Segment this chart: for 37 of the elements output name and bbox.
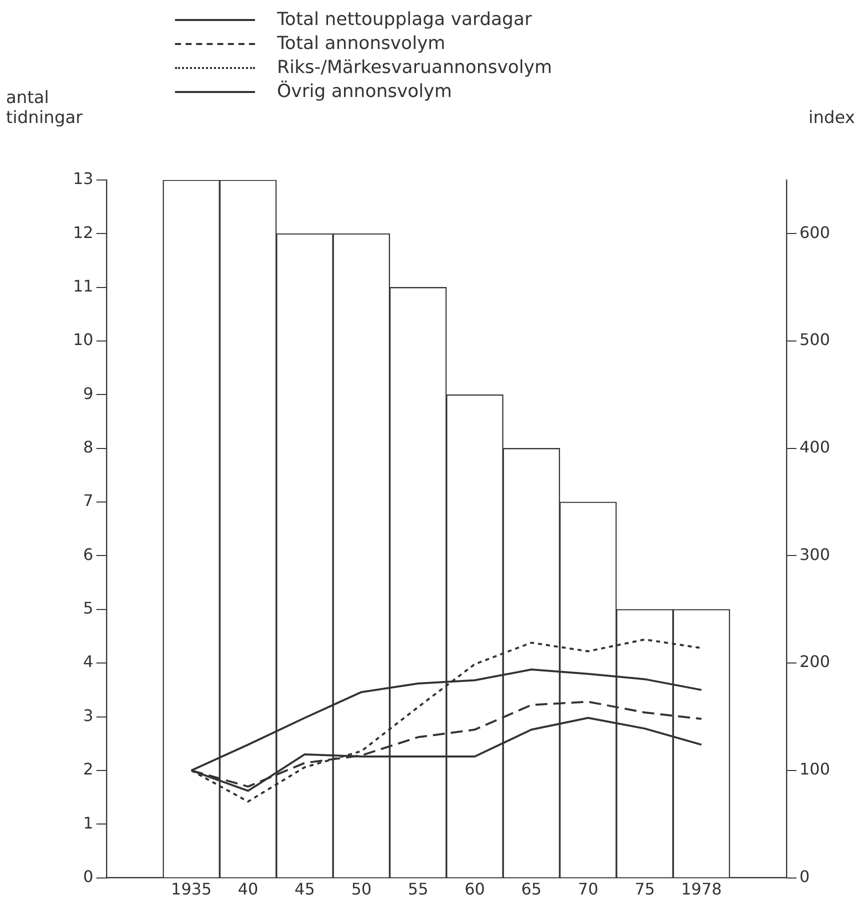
y-tick-label: 11 [73,276,94,296]
y-tick-label: 5 [83,598,94,618]
y2-tick-label: 200 [799,652,830,672]
x-tick-label: 40 [238,880,258,899]
legend-label: Övrig annonsvolym [277,80,452,104]
x-tick-label: 65 [521,880,542,899]
legend-label: Total annonsvolym [277,32,446,56]
y2-tick-label: 100 [799,760,830,779]
y-tick-label: 13 [73,169,94,188]
x-tick-label: 55 [408,880,428,899]
y2-tick-label: 500 [799,330,830,350]
y2-tick-label: 600 [799,222,830,242]
y2-tick-label: 400 [799,438,830,457]
y-axis-title: antal tidningar [6,88,84,128]
legend-label: Total nettoupplaga vardagar [277,8,532,32]
y2-tick-label: 300 [799,544,830,564]
y2-tick-label: 0 [799,866,810,886]
y-tick-label: 0 [83,866,94,886]
y-tick-label: 8 [83,438,94,457]
x-tick-label: 60 [464,880,485,899]
y-tick-label: 6 [83,544,94,564]
y2-axis-title: index [808,108,855,128]
x-tick-label: 50 [351,880,372,899]
x-tick-label: 1978 [681,880,722,899]
y-tick-label: 3 [83,706,94,725]
y-tick-label: 2 [83,760,94,779]
y-tick-label: 12 [73,222,94,242]
y-tick-label: 4 [83,652,94,672]
x-tick-label: 45 [294,880,315,899]
x-tick-label: 1935 [171,880,212,899]
x-tick-label: 75 [634,880,655,899]
y-tick-label: 7 [83,491,94,510]
legend-label: Riks-/Märkesvaruannonsvolym [277,56,552,80]
y-tick-label: 9 [83,384,94,403]
y-tick-label: 1 [83,813,94,832]
y-tick-label: 10 [73,330,94,350]
x-tick-label: 70 [578,880,598,899]
